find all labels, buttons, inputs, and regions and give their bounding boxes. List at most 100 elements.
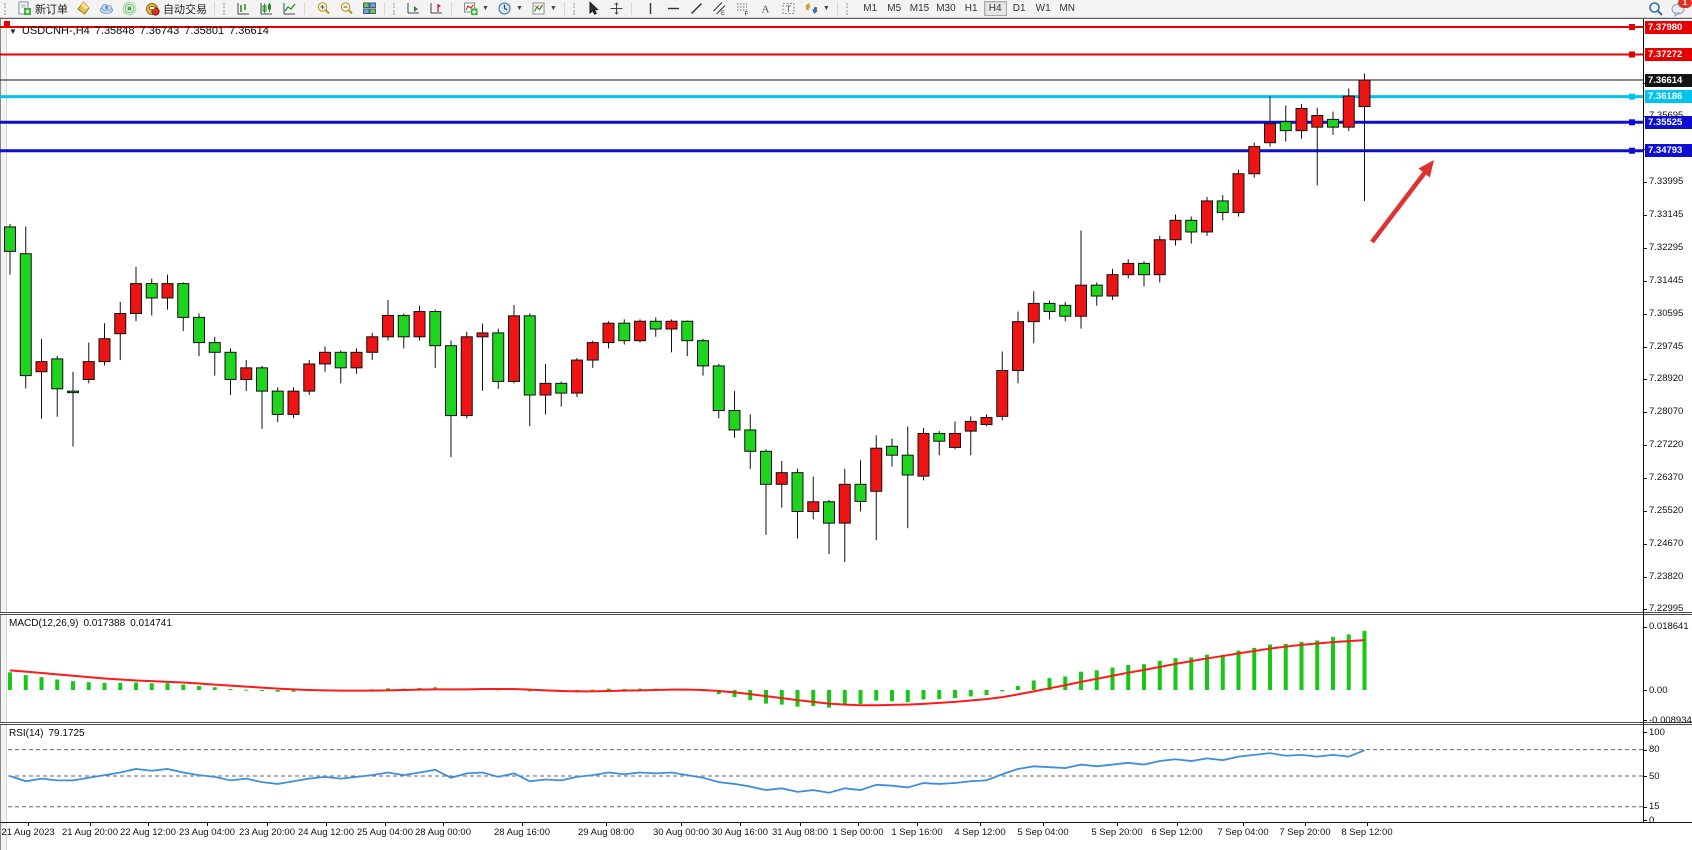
chat-icon[interactable]: 1 (1671, 0, 1692, 17)
bull-candle (1153, 239, 1166, 276)
bull-candle (1122, 262, 1135, 276)
rsi-tick (1643, 732, 1647, 733)
bear-candle (760, 450, 772, 485)
cursor-icon (586, 1, 601, 16)
timeframe-m15-button[interactable]: M15 (907, 1, 932, 16)
auto-scroll-icon (406, 1, 421, 16)
rsi-scale-label: 100 (1649, 726, 1665, 738)
bear-candle (4, 226, 16, 252)
main-price-panel[interactable] (0, 18, 1692, 614)
auto-scroll-button[interactable] (402, 0, 425, 18)
bear-candle (1185, 219, 1198, 233)
indicators-button[interactable]: ▼ (459, 0, 493, 18)
price-tick (1643, 247, 1647, 249)
candlestick-series[interactable] (4, 73, 1371, 562)
search-icon[interactable] (1648, 2, 1663, 17)
new-order-icon (17, 1, 32, 16)
cloud-button[interactable] (95, 0, 118, 18)
bear-candle (618, 322, 631, 342)
timeframe-mn-button[interactable]: MN (1056, 1, 1079, 16)
price-tick (1643, 477, 1647, 479)
bull-candle (665, 320, 678, 330)
time-tick (443, 822, 444, 826)
label-button[interactable]: T (777, 0, 800, 18)
time-axis-line (0, 822, 1692, 823)
bull-candle (917, 432, 930, 477)
bear-candle (649, 320, 662, 330)
toolbar-grip[interactable] (572, 2, 579, 15)
macd-panel[interactable] (0, 615, 1692, 723)
bar-chart-button[interactable] (232, 0, 255, 18)
macd-label: MACD(12,26,9) (9, 618, 79, 629)
horizontal-line-button[interactable] (662, 0, 685, 18)
bull-candle (807, 501, 820, 512)
chevron-down-icon: ▼ (482, 5, 489, 12)
bear-candle (555, 382, 568, 394)
market-button[interactable] (72, 0, 95, 18)
rsi-panel[interactable] (0, 725, 1692, 822)
line-handle (1629, 93, 1635, 100)
bull-candle (287, 390, 300, 415)
macd-signal-value: 0.014741 (130, 618, 172, 629)
bear-candle (224, 351, 237, 380)
signals-button[interactable] (118, 0, 141, 18)
cursor-button[interactable] (582, 0, 605, 18)
horizontal-line-objects[interactable] (0, 21, 1643, 154)
bear-candle (1327, 118, 1339, 128)
crosshair-icon (609, 1, 624, 16)
trendline-button[interactable] (685, 0, 708, 18)
new-order-button[interactable]: 新订单 (13, 1, 72, 17)
time-tick (267, 822, 268, 826)
svg-text:F: F (744, 12, 748, 17)
timeframe-m1-button[interactable]: M1 (859, 1, 882, 16)
timeframe-m5-button[interactable]: M5 (883, 1, 906, 16)
chart-window-left-border (0, 19, 7, 850)
timeframe-m30-button[interactable]: M30 (933, 1, 958, 16)
price-scale-label: 7.30595 (1649, 308, 1684, 320)
bar-low-value: 7.35801 (184, 25, 225, 37)
timeframe-toolbar: M1 M5 M15 M30 H1 H4 D1 W1 MN (859, 1, 1079, 16)
chart-shift-button[interactable] (425, 0, 448, 18)
zoom-in-button[interactable] (312, 0, 335, 18)
svg-text:A: A (761, 4, 769, 16)
shapes-button[interactable]: ▼ (800, 0, 834, 18)
macd-panel-splitter[interactable] (0, 612, 1692, 615)
auto-trading-button[interactable]: 自动交易 (141, 1, 211, 17)
price-scale-label: 7.33995 (1649, 176, 1684, 188)
templates-button[interactable]: ▼ (527, 0, 561, 18)
toolbar-grip[interactable] (223, 2, 229, 15)
time-label: 6 Sep 12:00 (1151, 827, 1203, 838)
time-label: 21 Aug 20:00 (62, 827, 118, 838)
time-tick (326, 822, 327, 826)
bull-candle (382, 314, 394, 338)
toolbar-grip[interactable] (393, 2, 399, 15)
chart-window[interactable] (0, 18, 1692, 850)
price-tick (1643, 576, 1647, 578)
timeframe-h1-button[interactable]: H1 (960, 1, 983, 16)
toolbar-grip[interactable] (4, 2, 10, 15)
arrows-icon (804, 1, 819, 16)
price-scale-label: 7.28920 (1649, 373, 1684, 385)
crosshair-button[interactable] (605, 0, 628, 18)
line-handle (1629, 51, 1635, 58)
timeframe-d1-button[interactable]: D1 (1008, 1, 1031, 16)
zoom-out-button[interactable] (335, 0, 358, 18)
candlestick-button[interactable] (255, 0, 278, 18)
chart-dropdown-icon[interactable]: ▼ (9, 26, 17, 36)
tile-windows-button[interactable] (358, 0, 381, 18)
text-button[interactable]: A (754, 0, 777, 18)
toolbar-grip[interactable] (845, 2, 852, 15)
rsi-label: RSI(14) (9, 728, 44, 739)
bar-close-value: 7.36614 (229, 25, 269, 37)
timeframe-h4-button[interactable]: H4 (983, 1, 1007, 16)
vertical-line-button[interactable] (639, 0, 662, 18)
channel-button[interactable]: E (708, 0, 731, 18)
arrow-annotation[interactable] (1370, 160, 1434, 244)
fibonacci-button[interactable]: F (731, 0, 754, 18)
time-tick (1243, 822, 1244, 826)
rsi-panel-splitter[interactable] (0, 722, 1692, 725)
timeframe-w1-button[interactable]: W1 (1032, 1, 1055, 16)
price-tick (1643, 280, 1647, 282)
periods-button[interactable]: ▼ (493, 0, 527, 18)
line-chart-button[interactable] (278, 0, 301, 18)
